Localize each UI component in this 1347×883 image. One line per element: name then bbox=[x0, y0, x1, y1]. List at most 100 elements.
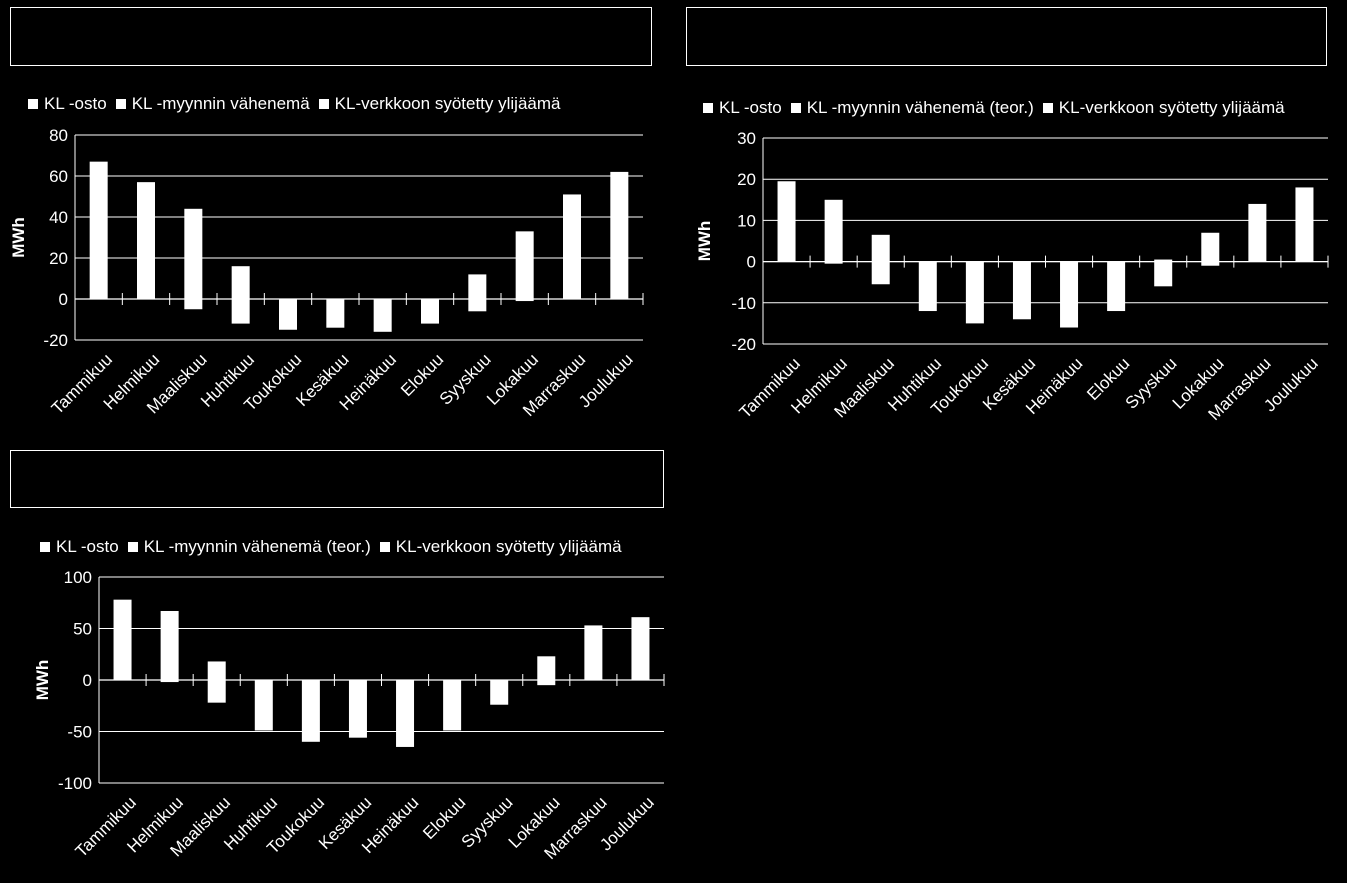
bar-1 bbox=[631, 617, 650, 680]
chart-1: -20020406080MWhTammikuuHelmikuuMaaliskuu… bbox=[9, 126, 644, 420]
bar-2 bbox=[965, 261, 984, 324]
y-tick-label: -20 bbox=[43, 331, 68, 350]
bar-2 bbox=[1107, 261, 1126, 312]
legend-label: KL-verkkoon syötetty ylijäämä bbox=[334, 94, 561, 113]
bar-1 bbox=[824, 199, 843, 262]
bar-1 bbox=[207, 661, 226, 680]
y-axis-title: MWh bbox=[33, 660, 52, 701]
chart-legend-3: KL -osto KL -myynnin vähenemä (teor.) KL… bbox=[40, 537, 622, 557]
bar-1 bbox=[563, 194, 581, 299]
bar-1 bbox=[584, 625, 603, 680]
y-axis-title: MWh bbox=[695, 221, 714, 262]
y-axis-title: MWh bbox=[9, 217, 28, 258]
bar-1 bbox=[777, 181, 796, 262]
legend-item: KL-verkkoon syötetty ylijäämä bbox=[379, 537, 622, 557]
bar-1 bbox=[113, 599, 132, 680]
bar-2 bbox=[468, 299, 487, 312]
x-tick-label: Syyskuu bbox=[1122, 354, 1181, 413]
bar-1 bbox=[468, 274, 487, 299]
y-tick-label: 100 bbox=[64, 568, 92, 587]
legend-item: KL -osto bbox=[703, 98, 782, 118]
legend-label: KL-verkkoon syötetty ylijäämä bbox=[395, 537, 622, 556]
bar-1 bbox=[610, 171, 629, 299]
legend-swatch bbox=[318, 99, 329, 109]
bar-2 bbox=[515, 299, 534, 302]
legend-swatch bbox=[790, 103, 801, 113]
bar-2 bbox=[1060, 261, 1079, 328]
y-tick-label: -10 bbox=[731, 294, 756, 313]
bar-1 bbox=[89, 161, 108, 299]
y-tick-label: 50 bbox=[73, 620, 92, 639]
chart-title-box-1 bbox=[10, 7, 652, 66]
bar-1 bbox=[1248, 203, 1267, 262]
bar-2 bbox=[537, 680, 556, 686]
bar-2 bbox=[348, 680, 367, 738]
y-tick-label: 20 bbox=[737, 170, 756, 189]
legend-label: KL -myynnin vähenemä (teor.) bbox=[143, 537, 371, 556]
bar-1 bbox=[184, 208, 203, 299]
y-tick-label: -20 bbox=[731, 335, 756, 354]
chart-title-box-2 bbox=[686, 7, 1327, 66]
y-tick-label: 0 bbox=[59, 290, 68, 309]
bar-2 bbox=[918, 261, 937, 312]
bar-2 bbox=[184, 299, 203, 310]
y-tick-label: 80 bbox=[49, 126, 68, 145]
bar-1 bbox=[1201, 232, 1220, 262]
legend-item: KL-verkkoon syötetty ylijäämä bbox=[1042, 98, 1285, 118]
legend-swatch bbox=[115, 99, 126, 109]
legend-item: KL-verkkoon syötetty ylijäämä bbox=[318, 94, 561, 114]
chart-2: -20-100102030MWhTammikuuHelmikuuMaalisku… bbox=[695, 129, 1329, 424]
y-tick-label: 40 bbox=[49, 208, 68, 227]
legend-label: KL-verkkoon syötetty ylijäämä bbox=[1058, 98, 1285, 117]
chart-legend-2: KL -osto KL -myynnin vähenemä (teor.) KL… bbox=[703, 98, 1285, 118]
bar-1 bbox=[160, 610, 179, 680]
bar-2 bbox=[1012, 261, 1031, 320]
legend-swatch bbox=[1042, 103, 1053, 113]
legend-item: KL -osto bbox=[28, 94, 107, 114]
chart-3: -100-50050100MWhTammikuuHelmikuuMaalisku… bbox=[33, 568, 665, 863]
x-tick-label: Tammikuu bbox=[48, 350, 116, 418]
bar-2 bbox=[396, 680, 415, 747]
legend-label: KL -osto bbox=[719, 98, 782, 117]
x-tick-label: Tammikuu bbox=[736, 354, 804, 422]
bar-2 bbox=[490, 680, 509, 705]
y-tick-label: 0 bbox=[747, 253, 756, 272]
bar-2 bbox=[301, 680, 320, 742]
legend-swatch bbox=[379, 542, 390, 552]
y-tick-label: 60 bbox=[49, 167, 68, 186]
legend-label: KL -osto bbox=[56, 537, 119, 556]
legend-swatch bbox=[28, 99, 38, 109]
bar-2 bbox=[373, 299, 392, 332]
bar-2 bbox=[231, 299, 250, 324]
y-tick-label: 10 bbox=[737, 211, 756, 230]
bar-1 bbox=[231, 266, 250, 299]
legend-label: KL -myynnin vähenemä bbox=[131, 94, 310, 113]
bar-1 bbox=[871, 234, 890, 262]
legend-swatch bbox=[703, 103, 713, 113]
bar-2 bbox=[1201, 261, 1220, 266]
legend-label: KL -myynnin vähenemä (teor.) bbox=[806, 98, 1034, 117]
legend-item: KL -myynnin vähenemä (teor.) bbox=[127, 537, 371, 557]
legend-item: KL -myynnin vähenemä (teor.) bbox=[790, 98, 1034, 118]
chart-title-box-3 bbox=[10, 450, 664, 508]
bar-2 bbox=[279, 299, 297, 330]
bar-1 bbox=[137, 182, 155, 299]
x-tick-label: Syyskuu bbox=[458, 793, 517, 852]
bar-2 bbox=[1154, 261, 1173, 287]
bar-2 bbox=[160, 680, 179, 683]
x-tick-label: Syyskuu bbox=[436, 350, 495, 409]
bar-2 bbox=[326, 299, 345, 328]
bar-2 bbox=[421, 299, 439, 324]
bar-1 bbox=[1295, 187, 1314, 262]
bar-2 bbox=[871, 261, 890, 285]
legend-swatch bbox=[40, 542, 50, 552]
bar-2 bbox=[254, 680, 273, 731]
bar-1 bbox=[515, 231, 534, 299]
legend-item: KL -osto bbox=[40, 537, 119, 557]
bar-2 bbox=[443, 680, 462, 731]
y-tick-label: -100 bbox=[58, 774, 92, 793]
y-tick-label: -50 bbox=[67, 723, 92, 742]
bar-1 bbox=[1154, 259, 1173, 262]
bar-2 bbox=[824, 261, 843, 264]
